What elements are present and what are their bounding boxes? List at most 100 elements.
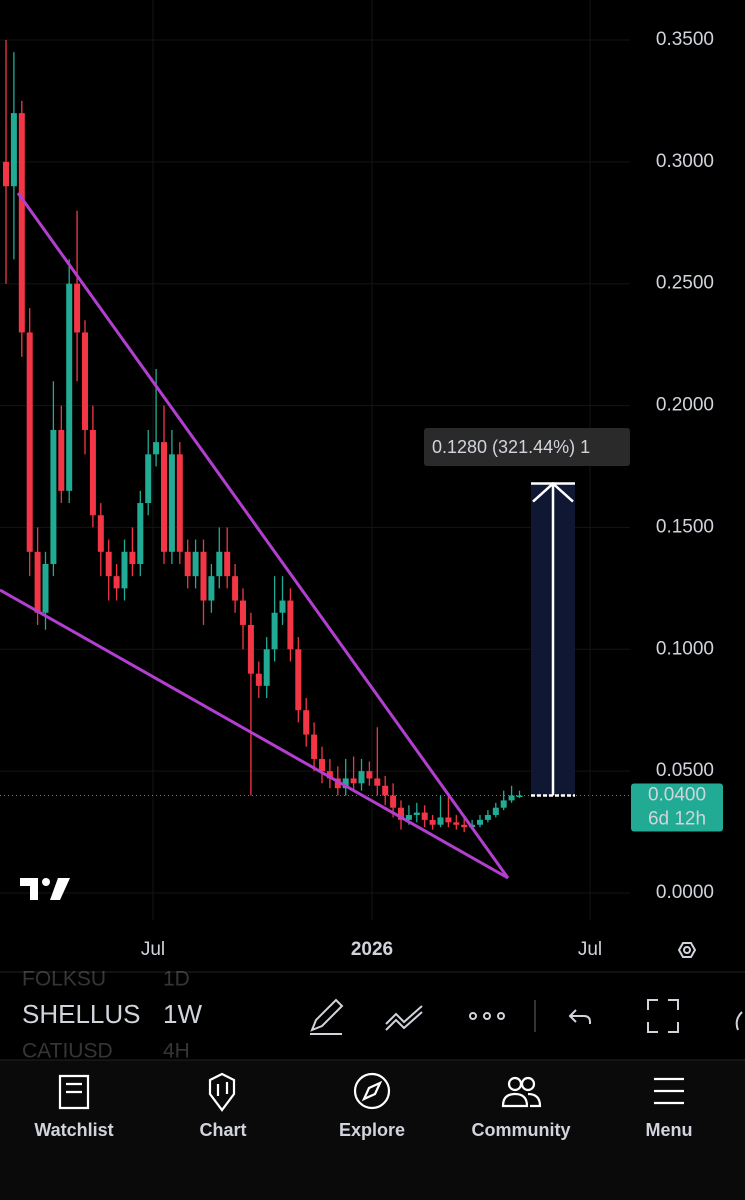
candle-body (421, 812, 428, 820)
nav-labels: Watchlist Chart Explore Community Menu (34, 1120, 692, 1140)
candle-body (145, 454, 152, 504)
candle-body (311, 734, 318, 759)
candle-body (168, 454, 175, 552)
candle-body (295, 649, 302, 711)
candle-body (319, 758, 325, 772)
candle-body (492, 807, 499, 816)
candle-body (429, 819, 436, 825)
candle-body (405, 815, 412, 820)
candle-body (10, 113, 17, 187)
candle-body (255, 673, 262, 686)
candle-body (224, 551, 231, 577)
candle-body (50, 429, 57, 564)
explore-icon[interactable] (353, 1072, 391, 1110)
candle-body (382, 785, 389, 796)
more-icon[interactable] (469, 1012, 505, 1020)
draw-icon[interactable] (310, 998, 344, 1035)
symbol-name[interactable]: FOLKSU (22, 968, 106, 991)
candle-body (271, 612, 278, 650)
watchlist-icon[interactable] (58, 1074, 90, 1110)
candle-body (366, 771, 373, 779)
measure-label: 0.1280 (321.44%) 1 (432, 437, 590, 457)
candle-body (82, 332, 88, 430)
candle-body (303, 710, 310, 735)
community-icon[interactable] (501, 1076, 542, 1108)
y-tick-label: 0.0000 (656, 882, 714, 903)
nav-label[interactable]: Menu (646, 1120, 693, 1140)
candle-body (161, 442, 167, 552)
lines-icon[interactable] (385, 1005, 423, 1031)
candle-body (192, 551, 199, 577)
candle-body (477, 819, 483, 825)
symbol-interval[interactable]: 1D (163, 968, 190, 991)
symbol-picker[interactable]: FOLKSU 1D SHELLUS 1W CATIUSD 4H (22, 968, 202, 1063)
overlay: 0.0400 6d 12h 0.1280 (321.44%) 1 (0, 428, 723, 832)
symbol-interval[interactable]: 1W (163, 999, 202, 1029)
last-price-label: 0.0400 (648, 785, 706, 806)
menu-icon[interactable] (654, 1077, 684, 1105)
candle-body (358, 771, 365, 784)
y-tick-label: 0.3000 (656, 151, 714, 172)
candle-body (240, 600, 246, 625)
candle-body (26, 332, 33, 552)
nav-label[interactable]: Watchlist (34, 1120, 113, 1140)
candle-body (200, 551, 207, 601)
candle-body (184, 551, 191, 577)
nav-icons (58, 1072, 684, 1112)
more-tools-icon[interactable] (735, 1011, 743, 1031)
x-tick-label: Jul (578, 939, 602, 960)
toolbar-icons (310, 998, 743, 1035)
y-tick-label: 0.2000 (656, 395, 714, 416)
chart-icon[interactable] (208, 1072, 236, 1112)
y-tick-label: 0.0500 (656, 760, 714, 781)
candle-body (232, 576, 239, 601)
candle-body (105, 551, 112, 577)
countdown: 6d 12h (648, 809, 706, 830)
candle-body (66, 283, 73, 491)
settings-icon[interactable] (677, 942, 697, 958)
candle-body (461, 824, 468, 828)
nav-label[interactable]: Explore (339, 1120, 405, 1140)
candle-body (342, 778, 349, 789)
candle-body (176, 454, 183, 552)
candle-body (350, 778, 357, 784)
symbol-name[interactable]: CATIUSD (22, 1040, 113, 1063)
trend-line-upper[interactable] (16, 192, 510, 879)
y-tick-label: 0.1500 (656, 516, 714, 537)
candle-body (334, 778, 341, 789)
candle-body (500, 800, 507, 808)
x-tick-label: Jul (141, 939, 165, 960)
candle-body (34, 551, 41, 613)
fullscreen-icon[interactable] (647, 999, 679, 1033)
candle-body (437, 817, 444, 825)
candle-body (484, 815, 491, 820)
y-tick-label: 0.1000 (656, 638, 714, 659)
candle-body (113, 576, 120, 589)
trend-line-lower[interactable] (0, 588, 509, 880)
candle-body (445, 817, 452, 823)
candle-body (508, 795, 515, 801)
candle-body (279, 600, 286, 613)
candle-body (18, 113, 25, 333)
candle-body (287, 600, 294, 650)
y-tick-label: 0.2500 (656, 273, 714, 294)
candle-body (390, 795, 397, 808)
last-price-box (631, 783, 723, 832)
grid: 0.0000 0.0500 0.1000 0.1500 0.2000 0.2500 0.30… (0, 0, 714, 960)
nav-label[interactable]: Chart (199, 1120, 246, 1140)
candle-body (413, 812, 420, 816)
candle-body (42, 563, 49, 613)
candle-body (137, 503, 144, 564)
candle-body (247, 624, 254, 674)
candle-body (216, 551, 223, 577)
candles (3, 40, 523, 833)
candle-body (516, 795, 523, 798)
candle-body (129, 551, 136, 564)
undo-icon[interactable] (568, 1009, 591, 1024)
candle-body (97, 515, 104, 552)
candle-body (3, 161, 9, 187)
nav-label[interactable]: Community (472, 1120, 571, 1140)
symbol-name[interactable]: SHELLUS (22, 999, 141, 1029)
candle-body (89, 429, 96, 516)
symbol-interval[interactable]: 4H (163, 1040, 190, 1063)
